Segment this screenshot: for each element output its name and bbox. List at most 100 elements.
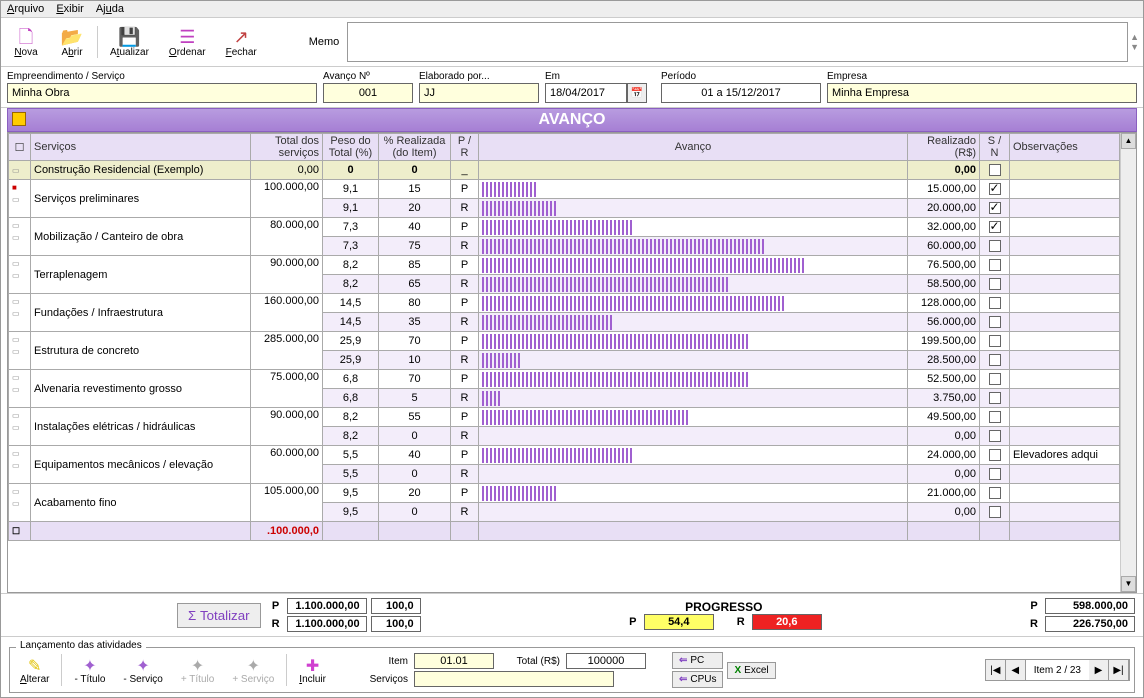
- menubar: Arquivo Exibir Ajuda: [1, 1, 1143, 18]
- minus-servico-button[interactable]: ✦- Serviço: [117, 654, 168, 687]
- memo-label: Memo: [309, 36, 340, 48]
- total-label: Total (R$): [500, 656, 560, 667]
- table-row[interactable]: ▭▭Instalações elétricas / hidráulicas90.…: [9, 408, 1120, 427]
- totalizar-button[interactable]: Σ Totalizar: [177, 603, 261, 628]
- col-pct[interactable]: % Realizada (do Item): [379, 134, 451, 161]
- scroll-up-icon[interactable]: ▲: [1121, 133, 1136, 149]
- total-input[interactable]: [566, 653, 646, 669]
- abrir-button[interactable]: 📂Abrir: [51, 25, 93, 60]
- calendar-icon[interactable]: 📅: [627, 83, 647, 103]
- checkbox[interactable]: [989, 297, 1001, 309]
- col-peso[interactable]: Peso do Total (%): [323, 134, 379, 161]
- col-obs[interactable]: Observações: [1010, 134, 1120, 161]
- col-avanco[interactable]: Avanço: [479, 134, 908, 161]
- item-input[interactable]: [414, 653, 494, 669]
- checkbox[interactable]: [989, 430, 1001, 442]
- periodo-label: Período: [661, 71, 821, 82]
- table-row[interactable]: ▭▭Terraplenagem90.000,008,285P76.500,00: [9, 256, 1120, 275]
- checkbox[interactable]: [989, 316, 1001, 328]
- checkbox[interactable]: [989, 183, 1001, 195]
- col-pr[interactable]: P / R: [451, 134, 479, 161]
- checkbox[interactable]: [989, 354, 1001, 366]
- table-row[interactable]: ▭▭Alvenaria revestimento grosso75.000,00…: [9, 370, 1120, 389]
- table-row[interactable]: ■▭Serviços preliminares100.000,009,115P1…: [9, 180, 1120, 199]
- menu-exibir[interactable]: Exibir: [56, 3, 84, 15]
- prog-p: 54,4: [644, 614, 714, 630]
- pc-button[interactable]: ⇐PC: [672, 652, 724, 669]
- scroll-down-icon[interactable]: ▼: [1121, 576, 1136, 592]
- memo-input[interactable]: [347, 22, 1128, 62]
- sum-row: ☐.100.000,0: [9, 522, 1120, 541]
- table-row[interactable]: ▭▭Acabamento fino105.000,009,520P21.000,…: [9, 484, 1120, 503]
- col-real[interactable]: Realizado (R$): [908, 134, 980, 161]
- elaborado-label[interactable]: Elaborado por...: [419, 71, 539, 82]
- table-row[interactable]: ▭▭Mobilização / Canteiro de obra80.000,0…: [9, 218, 1120, 237]
- table-row[interactable]: ▭▭Equipamentos mecânicos / elevação60.00…: [9, 446, 1120, 465]
- minus-titulo-button[interactable]: ✦- Título: [68, 654, 111, 687]
- servicos-input[interactable]: [414, 671, 614, 687]
- plus-titulo-button[interactable]: ✦+ Título: [175, 654, 220, 687]
- fieldset-legend: Lançamento das atividades: [16, 640, 146, 651]
- nav-last-icon[interactable]: ▶|: [1109, 660, 1129, 680]
- real-r: 226.750,00: [1045, 616, 1135, 632]
- nav-next-icon[interactable]: ▶: [1089, 660, 1109, 680]
- menu-arquivo[interactable]: Arquivo: [7, 3, 44, 15]
- table-row[interactable]: ▭▭Estrutura de concreto285.000,0025,970P…: [9, 332, 1120, 351]
- empreendimento-input[interactable]: [7, 83, 317, 103]
- checkbox[interactable]: [989, 221, 1001, 233]
- item-label: Item: [358, 656, 408, 667]
- ordenar-button[interactable]: ☰Ordenar: [161, 25, 214, 60]
- checkbox[interactable]: [989, 392, 1001, 404]
- col-sn[interactable]: S / N: [980, 134, 1010, 161]
- nav-prev-icon[interactable]: ◀: [1006, 660, 1026, 680]
- checkbox[interactable]: [989, 164, 1001, 176]
- record-position: Item 2 / 23: [1026, 665, 1089, 676]
- title-icon: [12, 112, 26, 126]
- checkbox[interactable]: [989, 449, 1001, 461]
- plus-servico-button[interactable]: ✦+ Serviço: [226, 654, 280, 687]
- fields-row: Empreendimento / Serviço Avanço Nº Elabo…: [1, 67, 1143, 108]
- elaborado-input[interactable]: [419, 83, 539, 103]
- empreendimento-label: Empreendimento / Serviço: [7, 71, 317, 82]
- avanco-n-input[interactable]: [323, 83, 413, 103]
- table-row[interactable]: ▭▭Fundações / Infraestrutura160.000,0014…: [9, 294, 1120, 313]
- checkbox[interactable]: [989, 335, 1001, 347]
- checkbox[interactable]: [989, 411, 1001, 423]
- checkbox[interactable]: [989, 240, 1001, 252]
- nav-first-icon[interactable]: |◀: [986, 660, 1006, 680]
- checkbox[interactable]: [989, 278, 1001, 290]
- servicos-label: Serviços: [358, 674, 408, 685]
- checkbox[interactable]: [989, 468, 1001, 480]
- checkbox[interactable]: [989, 487, 1001, 499]
- summary-bar: Σ Totalizar P1.100.000,00100,0 R1.100.00…: [1, 593, 1143, 636]
- em-label: Em: [545, 71, 655, 82]
- prog-r: 20,6: [752, 614, 822, 630]
- atualizar-button[interactable]: 💾Atualizar: [102, 25, 157, 60]
- checkbox[interactable]: [989, 373, 1001, 385]
- progresso-title: PROGRESSO: [685, 600, 762, 614]
- col-servicos[interactable]: Serviços: [31, 134, 251, 161]
- bottom-panel: Lançamento das atividades ✎Alterar ✦- Tí…: [1, 636, 1143, 697]
- alterar-button[interactable]: ✎Alterar: [14, 654, 55, 687]
- col-flag[interactable]: ☐: [9, 134, 31, 161]
- memo-scroll[interactable]: ▲▼: [1130, 32, 1139, 52]
- table-row[interactable]: ▭Construção Residencial (Exemplo)0,0000_…: [9, 161, 1120, 180]
- menu-ajuda[interactable]: Ajuda: [96, 3, 124, 15]
- cpus-button[interactable]: ⇐CPUs: [672, 671, 724, 688]
- scrollbar[interactable]: ▲ ▼: [1120, 133, 1136, 592]
- nova-button[interactable]: 🗋Nova: [5, 25, 47, 60]
- checkbox[interactable]: [989, 506, 1001, 518]
- empresa-input[interactable]: [827, 83, 1137, 103]
- col-total[interactable]: Total dos serviços: [251, 134, 323, 161]
- em-input[interactable]: [545, 83, 627, 103]
- avanco-n-label: Avanço Nº: [323, 71, 413, 82]
- excel-button[interactable]: XExcel: [727, 662, 775, 679]
- periodo-input[interactable]: [661, 83, 821, 103]
- sum-p-total: 1.100.000,00: [287, 598, 367, 614]
- sum-p-pct: 100,0: [371, 598, 421, 614]
- fechar-button[interactable]: ↗Fechar: [218, 25, 265, 60]
- checkbox[interactable]: [989, 259, 1001, 271]
- checkbox[interactable]: [989, 202, 1001, 214]
- incluir-button[interactable]: ✚Incluir: [293, 654, 332, 687]
- record-navigator: |◀ ◀ Item 2 / 23 ▶ ▶|: [985, 659, 1130, 681]
